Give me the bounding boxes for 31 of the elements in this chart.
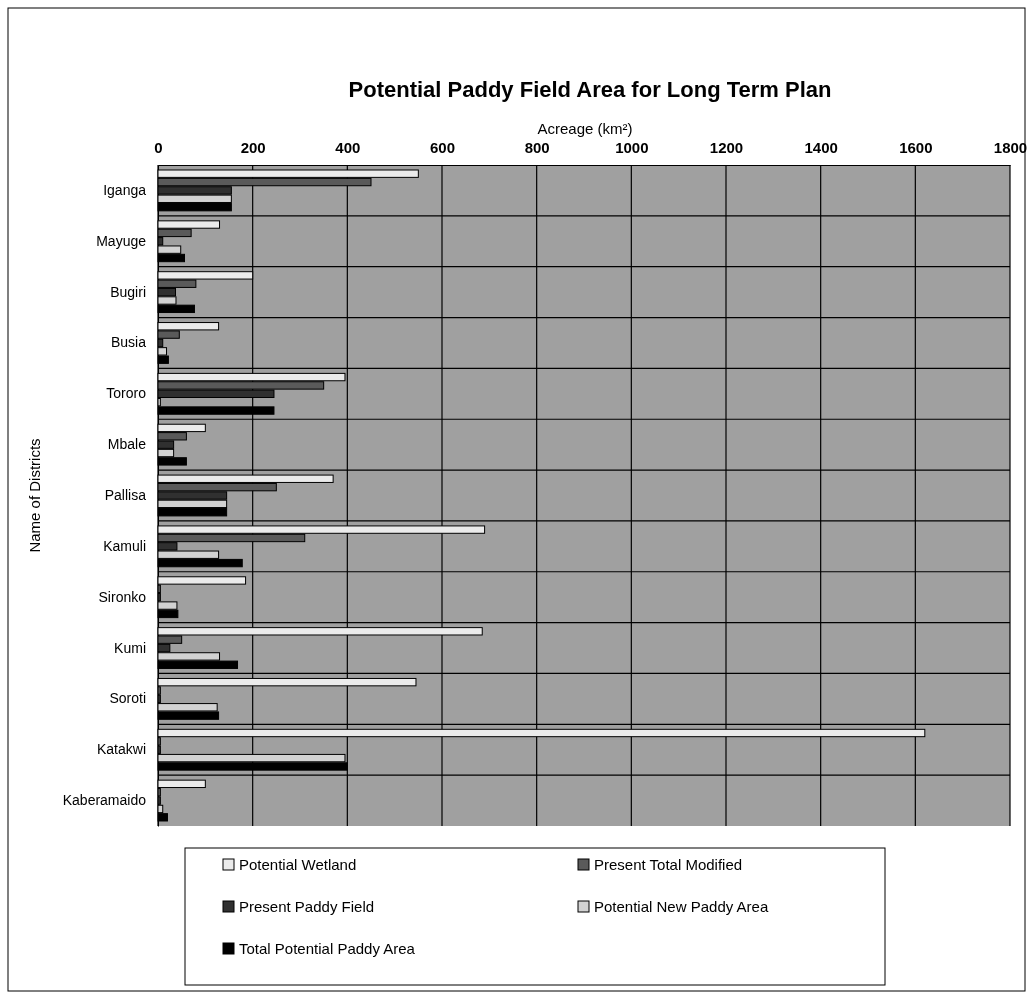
x-tick-label: 1200 [709, 139, 744, 156]
x-tick-label: 1600 [899, 139, 933, 156]
legend-label: Potential Wetland [239, 856, 357, 873]
y-tick-label: Mbale [107, 436, 147, 453]
chart-title: Potential Paddy Field Area for Long Term Plan [348, 77, 832, 102]
y-tick-label: Bugiri [110, 283, 146, 300]
x-tick-label: 0 [154, 139, 163, 156]
y-axis-title: Name of Districts [26, 438, 43, 553]
legend-label: Potential New Paddy Area [594, 898, 769, 915]
y-tick-label: Pallisa [104, 486, 147, 503]
y-tick-label: Kaberamaido [62, 792, 147, 809]
y-tick-label: Katakwi [96, 741, 146, 758]
legend-label: Present Paddy Field [239, 898, 375, 915]
x-tick-label: 1000 [615, 139, 649, 156]
x-tick-label: 400 [335, 139, 361, 156]
y-tick-label: Soroti [109, 690, 146, 707]
y-tick-label: Tororo [106, 385, 147, 402]
x-tick-label: 1800 [993, 139, 1028, 156]
x-axis-title: Acreage (km²) [537, 120, 633, 137]
x-tick-label: 600 [429, 139, 456, 156]
x-tick-label: 200 [240, 139, 266, 156]
y-tick-label: Mayuge [96, 232, 147, 249]
x-tick-label: 1400 [804, 139, 838, 156]
legend-label: Total Potential Paddy Area [239, 940, 416, 957]
y-tick-label: Sironko [98, 588, 147, 605]
y-tick-label: Busia [110, 334, 147, 351]
legend-label: Present Total Modified [594, 856, 743, 873]
y-tick-label: Kamuli [103, 537, 146, 554]
y-tick-label: Kumi [114, 639, 146, 656]
x-tick-label: 800 [524, 139, 550, 156]
y-tick-label: Iganga [103, 181, 147, 198]
